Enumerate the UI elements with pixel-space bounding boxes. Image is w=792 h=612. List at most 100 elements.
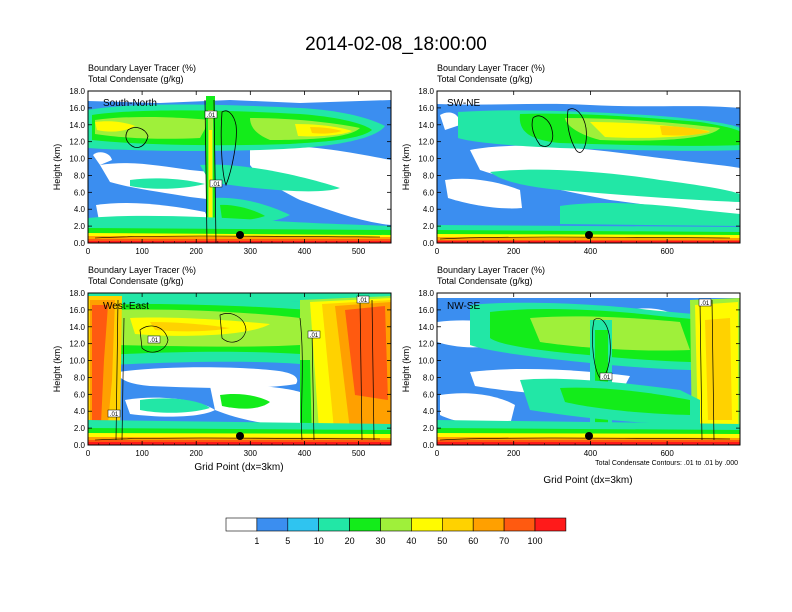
x-tick-label: 400 [584,247,598,256]
contour-label: .01 [701,301,710,307]
x-tick-label: 0 [86,449,91,458]
y-tick-label: 0.0 [74,441,86,450]
y-tick-label: 18.0 [69,87,85,96]
colorbar-cell [534,517,567,532]
y-tick-label: 6.0 [423,188,435,197]
colorbar-label: 10 [314,536,324,546]
x-tick-label: 400 [584,449,598,458]
panel-west-east-subtitle-2: Total Condensate (g/kg) [88,276,184,286]
x-tick-label: 400 [298,247,312,256]
panel-south-north-subtitle-1: Boundary Layer Tracer (%) [88,63,196,73]
x-tick-label: 200 [507,247,521,256]
colorbar-cell [287,517,319,532]
y-tick-label: 8.0 [74,171,86,180]
x-tick-label: 200 [507,449,521,458]
contour-label: .01 [602,375,611,381]
y-tick-label: 2.0 [423,424,435,433]
panel-south-north-name: South-North [103,98,157,109]
y-tick-label: 16.0 [69,306,85,315]
x-tick-label: 500 [352,449,366,458]
contour-label: .01 [310,333,319,339]
x-tick-label: 500 [352,247,366,256]
y-tick-label: 6.0 [74,390,86,399]
y-tick-label: 6.0 [74,188,86,197]
panel-west-east-xlabel: Grid Point (dx=3km) [194,462,283,473]
y-tick-label: 4.0 [74,205,86,214]
panel-west-east-name: West-East [103,301,149,312]
contour-label: .01 [110,412,119,418]
y-tick-label: 12.0 [418,340,434,349]
contour-label: .01 [212,182,221,188]
x-tick-label: 300 [244,449,258,458]
y-tick-label: 4.0 [423,205,435,214]
y-tick-label: 18.0 [418,289,434,298]
colorbar-label: 60 [468,536,478,546]
colorbar-label: 5 [285,536,290,546]
y-tick-label: 16.0 [418,104,434,113]
colorbar-cell [256,517,289,532]
y-tick-label: 14.0 [69,323,85,332]
colorbar-cell [503,517,536,532]
panel-south-north-subtitle-2: Total Condensate (g/kg) [88,74,184,84]
colorbar-cell [318,517,350,532]
y-tick-label: 18.0 [69,289,85,298]
panel-nw-se-xlabel: Grid Point (dx=3km) [543,475,632,486]
y-tick-label: 14.0 [69,121,85,130]
panel-nw-se-name: NW-SE [447,301,480,312]
panel-sw-ne-subtitle-1: Boundary Layer Tracer (%) [437,63,545,73]
contour-label: .01 [207,113,216,119]
y-tick-label: 10.0 [69,357,85,366]
y-axis-label: Height (km) [401,144,411,191]
panel-sw-ne-name: SW-NE [447,98,480,109]
y-tick-label: 14.0 [418,121,434,130]
y-tick-label: 18.0 [418,87,434,96]
figure-title: 2014-02-08_18:00:00 [305,34,487,55]
y-tick-label: 4.0 [74,407,86,416]
contour-note: Total Condensate Contours: .01 to .01 by… [595,460,738,467]
x-tick-label: 0 [86,247,91,256]
y-tick-label: 2.0 [74,424,86,433]
x-tick-label: 600 [660,247,674,256]
colorbar-cell [411,517,443,532]
panel-nw-se-field: .01 .01 [437,293,740,445]
y-tick-label: 10.0 [69,155,85,164]
y-tick-label: 6.0 [423,390,435,399]
y-tick-label: 8.0 [74,373,86,382]
y-tick-label: 10.0 [418,155,434,164]
contour-label: .01 [150,338,159,344]
y-tick-label: 0.0 [423,239,435,248]
y-tick-label: 12.0 [69,340,85,349]
x-tick-label: 200 [190,449,204,458]
colorbar-label: 40 [406,536,416,546]
colorbar: 1 5 10 20 30 40 50 60 70 100 [225,517,567,546]
contour-label: .01 [359,298,368,304]
colorbar-label: 30 [375,536,385,546]
y-tick-label: 16.0 [418,306,434,315]
panel-west-east: Boundary Layer Tracer (%) Total Condensa… [52,265,392,473]
y-axis-label: Height (km) [52,144,62,191]
panel-west-east-field: .01 .01 .01 .01 [88,293,391,445]
panel-sw-ne: Boundary Layer Tracer (%) Total Condensa… [401,63,741,256]
y-tick-label: 10.0 [418,357,434,366]
y-tick-label: 2.0 [74,222,86,231]
panel-nw-se-subtitle-1: Boundary Layer Tracer (%) [437,265,545,275]
x-tick-label: 300 [244,247,258,256]
panel-sw-ne-field [437,91,740,243]
x-tick-label: 0 [435,449,440,458]
panel-west-east-subtitle-1: Boundary Layer Tracer (%) [88,265,196,275]
colorbar-label: 70 [499,536,509,546]
panel-nw-se-subtitle-2: Total Condensate (g/kg) [437,276,533,286]
colorbar-cell [349,517,381,532]
colorbar-label: 20 [345,536,355,546]
x-tick-label: 400 [298,449,312,458]
x-tick-label: 100 [135,449,149,458]
colorbar-label: 100 [527,536,542,546]
panel-south-north-field: .01 .01 [88,91,391,243]
x-tick-label: 200 [190,247,204,256]
y-tick-label: 0.0 [423,441,435,450]
y-tick-label: 2.0 [423,222,435,231]
colorbar-cell [380,517,412,532]
colorbar-label: 50 [437,536,447,546]
x-tick-label: 0 [435,247,440,256]
